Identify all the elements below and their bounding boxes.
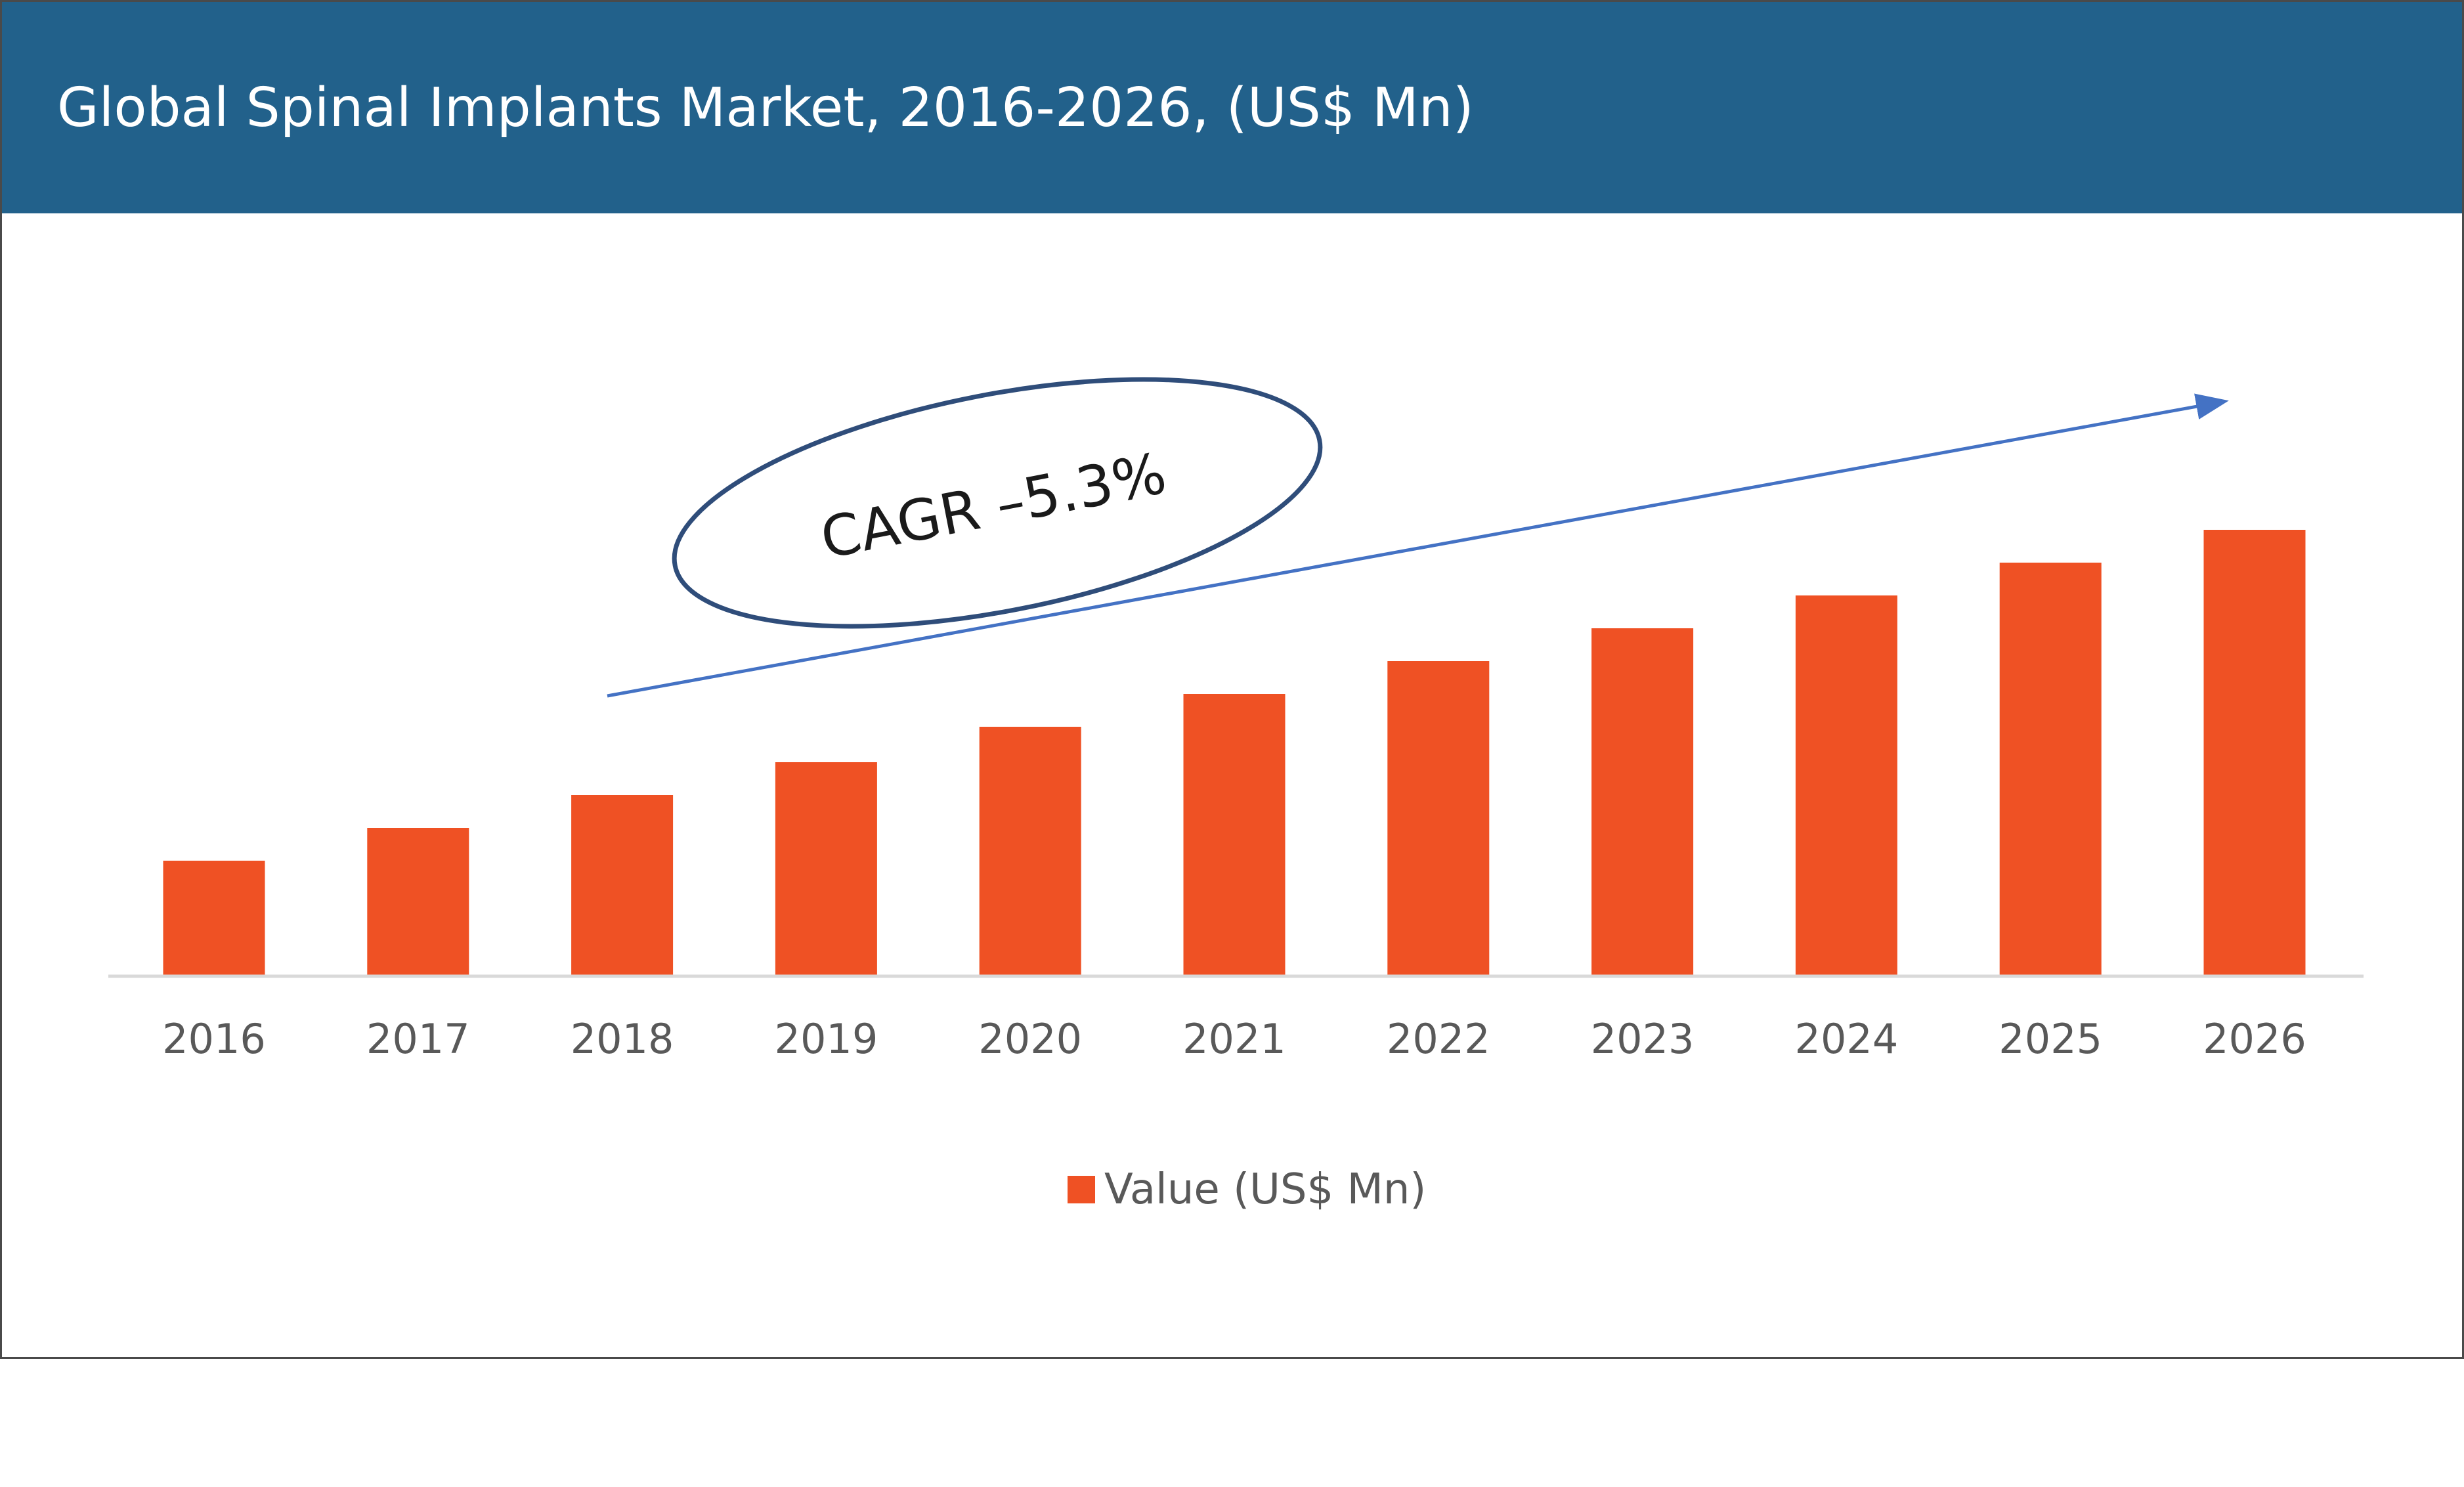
x-tick-label: 2017 [366, 1015, 470, 1063]
x-tick-label: 2023 [1591, 1015, 1695, 1063]
bar-2016 [163, 861, 265, 975]
trend-arrow [607, 393, 2229, 698]
x-tick-label: 2020 [978, 1015, 1082, 1063]
bar-2023 [1591, 628, 1694, 975]
x-tick-labels: 2016 2017 2018 2019 2020 2021 2022 2023 2024 2025… [162, 1015, 2306, 1063]
bar-2019 [775, 762, 877, 975]
x-tick-label: 2022 [1387, 1015, 1490, 1063]
bar-2024 [1795, 595, 1897, 975]
x-tick-label: 2026 [2203, 1015, 2306, 1063]
x-tick-label: 2016 [162, 1015, 266, 1063]
legend-label: Value (US$ Mn) [1104, 1165, 1427, 1214]
bar-2018 [571, 795, 674, 975]
x-tick-label: 2024 [1795, 1015, 1899, 1063]
legend: Value (US$ Mn) [1068, 1163, 1426, 1216]
x-tick-label: 2018 [571, 1015, 674, 1063]
bar-2022 [1387, 661, 1490, 975]
bar-2020 [979, 727, 1081, 975]
legend-swatch [1068, 1176, 1095, 1203]
bars-layer [163, 530, 2306, 975]
chart-title: Global Spinal Implants Market, 2016-2026… [57, 77, 1474, 139]
bar-2017 [367, 828, 469, 975]
cagr-label: CAGR –5.3% [815, 441, 1171, 572]
bar-2021 [1183, 694, 1286, 975]
bar-2025 [1999, 563, 2102, 975]
x-tick-label: 2019 [775, 1015, 878, 1063]
x-tick-label: 2025 [1999, 1015, 2102, 1063]
bar-2026 [2203, 530, 2306, 975]
header-banner: Global Spinal Implants Market, 2016-2026… [2, 2, 2462, 213]
x-tick-label: 2021 [1182, 1015, 1286, 1063]
cagr-ellipse [672, 377, 1323, 629]
